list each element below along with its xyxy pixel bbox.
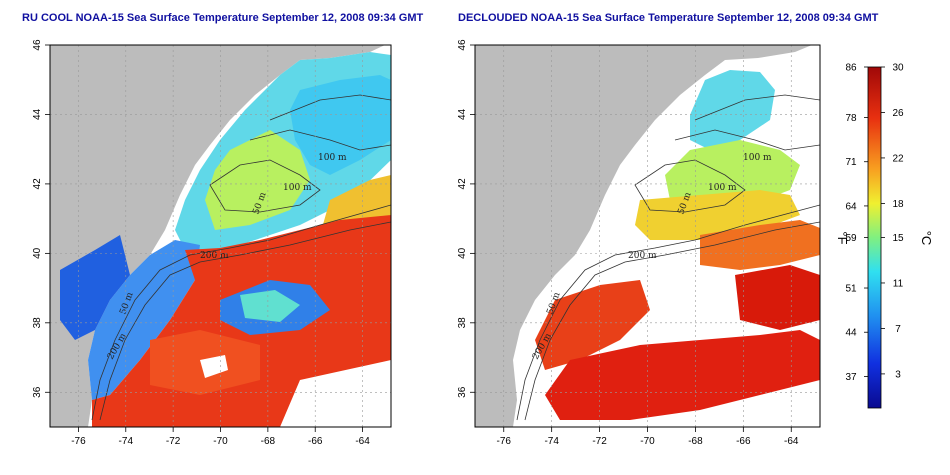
left-map-title: RU COOL NOAA-15 Sea Surface Temperature … (22, 12, 424, 24)
fahrenheit-tick-label: 44 (845, 328, 857, 339)
fahrenheit-tick-label: 71 (845, 157, 857, 168)
celsius-tick-label: 26 (892, 108, 904, 119)
fahrenheit-tick-label: 64 (845, 201, 857, 212)
celsius-tick-label: 3 (895, 369, 901, 380)
celsius-label: °C (919, 231, 934, 246)
celsius-tick-label: 15 (892, 233, 904, 244)
y-tick-label: 36 (32, 386, 43, 398)
contour-label: 200 m (200, 251, 229, 261)
x-tick-label: -72 (166, 436, 181, 447)
y-tick-label: 40 (457, 247, 468, 259)
y-tick-label: 36 (457, 386, 468, 398)
fahrenheit-tick-label: 78 (845, 113, 857, 124)
x-tick-label: -70 (213, 436, 228, 447)
contour-label: 100 m (743, 153, 772, 163)
fahrenheit-tick-label: 59 (845, 233, 857, 244)
x-tick-label: -74 (544, 436, 559, 447)
y-tick-label: 44 (457, 108, 468, 120)
right-map-panel: 100 m 100 m 50 m 200 m 50 m 200 m -76 -74… (457, 39, 821, 447)
x-tick-label: -64 (355, 436, 370, 447)
contour-label: 100 m (283, 183, 312, 193)
right-map-title: DECLOUDED NOAA-15 Sea Surface Temperatur… (458, 12, 879, 24)
x-tick-label: -72 (592, 436, 607, 447)
contour-label: 100 m (708, 183, 737, 193)
x-tick-label: -74 (119, 436, 134, 447)
x-tick-label: -66 (736, 436, 751, 447)
y-tick-label: 38 (457, 317, 468, 329)
x-tick-label: -76 (71, 436, 86, 447)
fahrenheit-tick-label: 51 (845, 284, 857, 295)
celsius-tick-label: 22 (892, 153, 904, 164)
celsius-tick-label: 30 (892, 63, 904, 74)
y-tick-label: 42 (32, 178, 43, 190)
fahrenheit-tick-label: 37 (845, 372, 857, 383)
x-tick-label: -66 (308, 436, 323, 447)
y-tick-label: 42 (457, 178, 468, 190)
x-tick-label: -64 (784, 436, 799, 447)
y-tick-label: 46 (457, 39, 468, 51)
celsius-tick-label: 11 (893, 278, 904, 289)
land-mass (475, 45, 812, 427)
x-tick-label: -68 (688, 436, 703, 447)
x-tick-label: -68 (261, 436, 276, 447)
y-tick-label: 38 (32, 317, 43, 329)
left-map-panel: 100 m 100 m 50 m 200 m 50 m 200 m -76 -74… (32, 39, 392, 447)
contour-label: 100 m (318, 153, 347, 163)
x-tick-label: -76 (497, 436, 512, 447)
land-mass (50, 45, 385, 427)
celsius-tick-label: 7 (895, 324, 901, 335)
x-tick-label: -70 (640, 436, 655, 447)
colorbar-gradient (867, 66, 882, 409)
y-tick-label: 44 (32, 108, 43, 120)
colorbar: 30 26 22 18 15 11 7 3 86 78 71 64 59 51 44 37 °F °C (835, 63, 934, 409)
contour-label: 200 m (628, 251, 657, 261)
celsius-tick-label: 18 (892, 199, 904, 210)
fahrenheit-label: °F (835, 231, 850, 244)
y-tick-label: 40 (32, 247, 43, 259)
fahrenheit-tick-label: 86 (845, 63, 857, 74)
y-tick-label: 46 (32, 39, 43, 51)
